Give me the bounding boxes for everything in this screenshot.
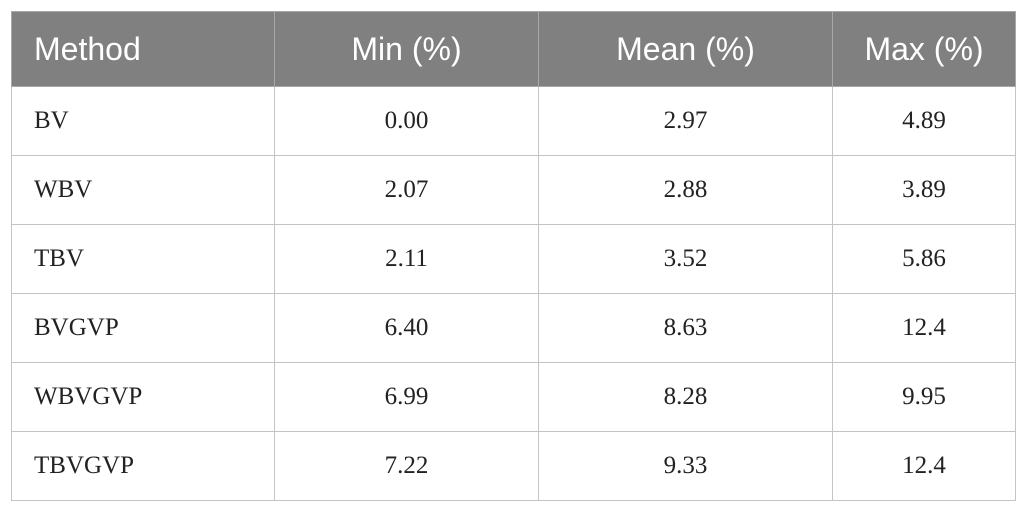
data-table: Method Min (%) Mean (%) Max (%) BV 0.00 2.97 4… xyxy=(11,11,1016,501)
table-cell: 2.11 xyxy=(274,224,539,294)
table-cell: 8.28 xyxy=(538,362,833,432)
table-cell: 9.95 xyxy=(832,362,1016,432)
table-cell: 12.4 xyxy=(832,431,1016,501)
table-cell: 9.33 xyxy=(538,431,833,501)
table-row: TBVGVP 7.22 9.33 12.4 xyxy=(11,431,1016,501)
table-cell: BVGVP xyxy=(11,293,275,363)
header-cell: Max (%) xyxy=(832,11,1016,87)
table-cell: 5.86 xyxy=(832,224,1016,294)
table-cell: 6.40 xyxy=(274,293,539,363)
table-cell: 2.88 xyxy=(538,155,833,225)
table-row: WBV 2.07 2.88 3.89 xyxy=(11,155,1016,225)
table-cell: TBV xyxy=(11,224,275,294)
table-row: WBVGVP 6.99 8.28 9.95 xyxy=(11,362,1016,432)
table-cell: 7.22 xyxy=(274,431,539,501)
table-row: TBV 2.11 3.52 5.86 xyxy=(11,224,1016,294)
header-cell: Mean (%) xyxy=(538,11,833,87)
table-row: BV 0.00 2.97 4.89 xyxy=(11,86,1016,156)
table-cell: 12.4 xyxy=(832,293,1016,363)
header-row: Method Min (%) Mean (%) Max (%) xyxy=(11,11,1016,87)
table-cell: WBV xyxy=(11,155,275,225)
table-cell: WBVGVP xyxy=(11,362,275,432)
header-cell: Method xyxy=(11,11,275,87)
table-header: Method Min (%) Mean (%) Max (%) xyxy=(11,11,1016,87)
table-cell: 3.89 xyxy=(832,155,1016,225)
table-body: BV 0.00 2.97 4.89 WBV 2.07 2.88 3.89 TBV 2.11 3.52… xyxy=(11,86,1016,501)
header-cell: Min (%) xyxy=(274,11,539,87)
table-cell: 0.00 xyxy=(274,86,539,156)
table-cell: 2.97 xyxy=(538,86,833,156)
table-cell: 8.63 xyxy=(538,293,833,363)
table-row: BVGVP 6.40 8.63 12.4 xyxy=(11,293,1016,363)
table-cell: BV xyxy=(11,86,275,156)
table-cell: 6.99 xyxy=(274,362,539,432)
table-cell: 2.07 xyxy=(274,155,539,225)
table-cell: 4.89 xyxy=(832,86,1016,156)
table-cell: TBVGVP xyxy=(11,431,275,501)
table-cell: 3.52 xyxy=(538,224,833,294)
